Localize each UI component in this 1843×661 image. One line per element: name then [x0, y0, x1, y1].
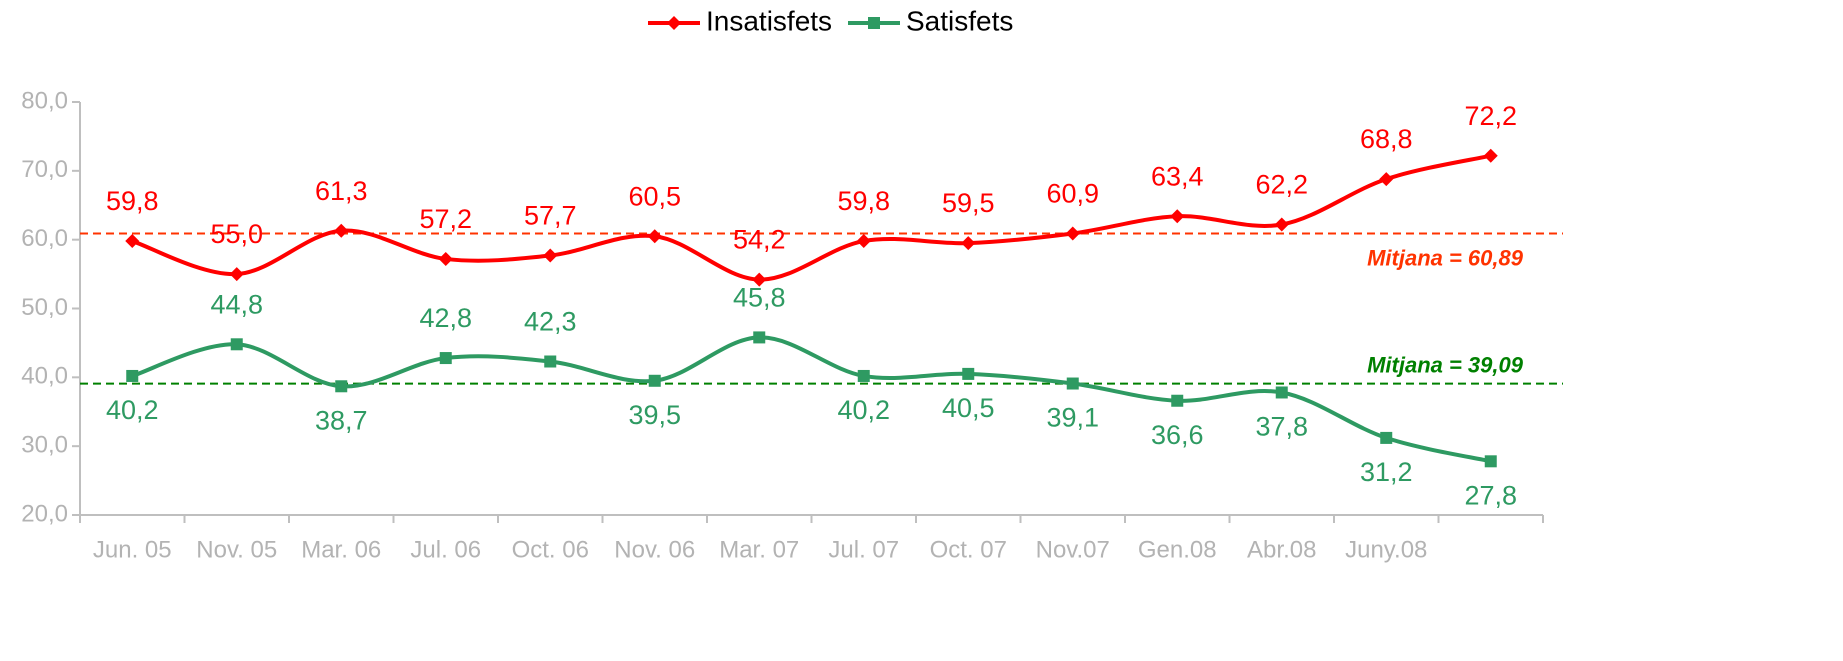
data-label: 68,8: [1360, 124, 1413, 154]
x-tick-label: Nov. 06: [614, 536, 695, 563]
data-label: 63,4: [1151, 161, 1204, 191]
x-tick-label: Mar. 07: [719, 536, 799, 563]
data-label: 42,8: [419, 303, 472, 333]
x-tick-label: Jul. 07: [828, 536, 899, 563]
mean-label: Mitjana = 60,89: [1367, 245, 1524, 270]
marker: [1170, 209, 1185, 224]
data-label: 37,8: [1255, 412, 1308, 442]
marker: [1275, 386, 1288, 399]
marker: [857, 369, 870, 382]
data-label: 60,5: [628, 181, 681, 211]
marker: [647, 229, 662, 244]
y-tick-label: 70,0: [21, 156, 68, 183]
data-label: 72,2: [1464, 101, 1517, 131]
data-label: 39,5: [628, 400, 681, 430]
data-label: 39,1: [1046, 403, 1099, 433]
marker: [229, 267, 244, 282]
x-tick-label: Nov. 05: [196, 536, 277, 563]
data-label: 40,2: [837, 395, 890, 425]
data-label: 40,5: [942, 393, 995, 423]
data-label: 60,9: [1046, 179, 1099, 209]
data-label: 59,8: [106, 186, 159, 216]
data-label: 57,7: [524, 201, 577, 231]
x-tick-label: Jul. 06: [410, 536, 481, 563]
marker: [667, 16, 681, 30]
y-tick-label: 30,0: [21, 432, 68, 459]
marker: [1066, 377, 1079, 390]
data-label: 45,8: [733, 283, 786, 313]
marker: [125, 234, 140, 249]
data-label: 57,2: [419, 204, 472, 234]
marker: [230, 338, 243, 351]
marker: [439, 352, 452, 365]
y-tick-label: 80,0: [21, 87, 68, 114]
data-label: 61,3: [315, 176, 368, 206]
mean-label: Mitjana = 39,09: [1367, 352, 1524, 377]
x-tick-label: Nov.07: [1036, 536, 1110, 563]
data-label: 44,8: [210, 289, 263, 319]
marker: [1483, 148, 1498, 163]
y-tick-label: 20,0: [21, 500, 68, 527]
x-tick-label: Jun. 05: [93, 536, 172, 563]
data-label: 62,2: [1255, 170, 1308, 200]
marker: [962, 367, 975, 380]
data-label: 55,0: [210, 219, 263, 249]
marker: [961, 236, 976, 251]
data-label: 54,2: [733, 225, 786, 255]
x-tick-label: Mar. 06: [301, 536, 381, 563]
data-label: 42,3: [524, 307, 577, 337]
data-label: 59,5: [942, 188, 995, 218]
marker: [868, 17, 880, 29]
marker: [1274, 217, 1289, 232]
legend-label: Satisfets: [906, 5, 1013, 36]
marker: [1065, 226, 1080, 241]
marker: [543, 248, 558, 263]
x-tick-label: Gen.08: [1138, 536, 1217, 563]
marker: [1484, 455, 1497, 468]
data-label: 31,2: [1360, 457, 1413, 487]
data-label: 36,6: [1151, 420, 1204, 450]
marker: [334, 223, 349, 238]
marker: [1171, 394, 1184, 407]
marker: [126, 369, 139, 382]
marker: [1380, 431, 1393, 444]
data-label: 59,8: [837, 186, 890, 216]
y-tick-label: 40,0: [21, 363, 68, 390]
legend-label: Insatisfets: [706, 5, 832, 36]
marker: [856, 234, 871, 249]
marker: [648, 374, 661, 387]
marker: [544, 355, 557, 368]
y-tick-label: 60,0: [21, 225, 68, 252]
marker: [335, 380, 348, 393]
series-line: [131, 335, 1492, 464]
data-label: 27,8: [1464, 480, 1517, 510]
data-label: 40,2: [106, 395, 159, 425]
marker: [752, 272, 767, 287]
x-tick-label: Oct. 06: [512, 536, 589, 563]
marker: [753, 331, 766, 344]
marker: [1379, 172, 1394, 187]
x-tick-label: Oct. 07: [930, 536, 1007, 563]
data-label: 38,7: [315, 405, 368, 435]
x-tick-label: Juny.08: [1345, 536, 1427, 563]
x-tick-label: Abr.08: [1247, 536, 1316, 563]
y-tick-label: 50,0: [21, 294, 68, 321]
marker: [438, 251, 453, 266]
